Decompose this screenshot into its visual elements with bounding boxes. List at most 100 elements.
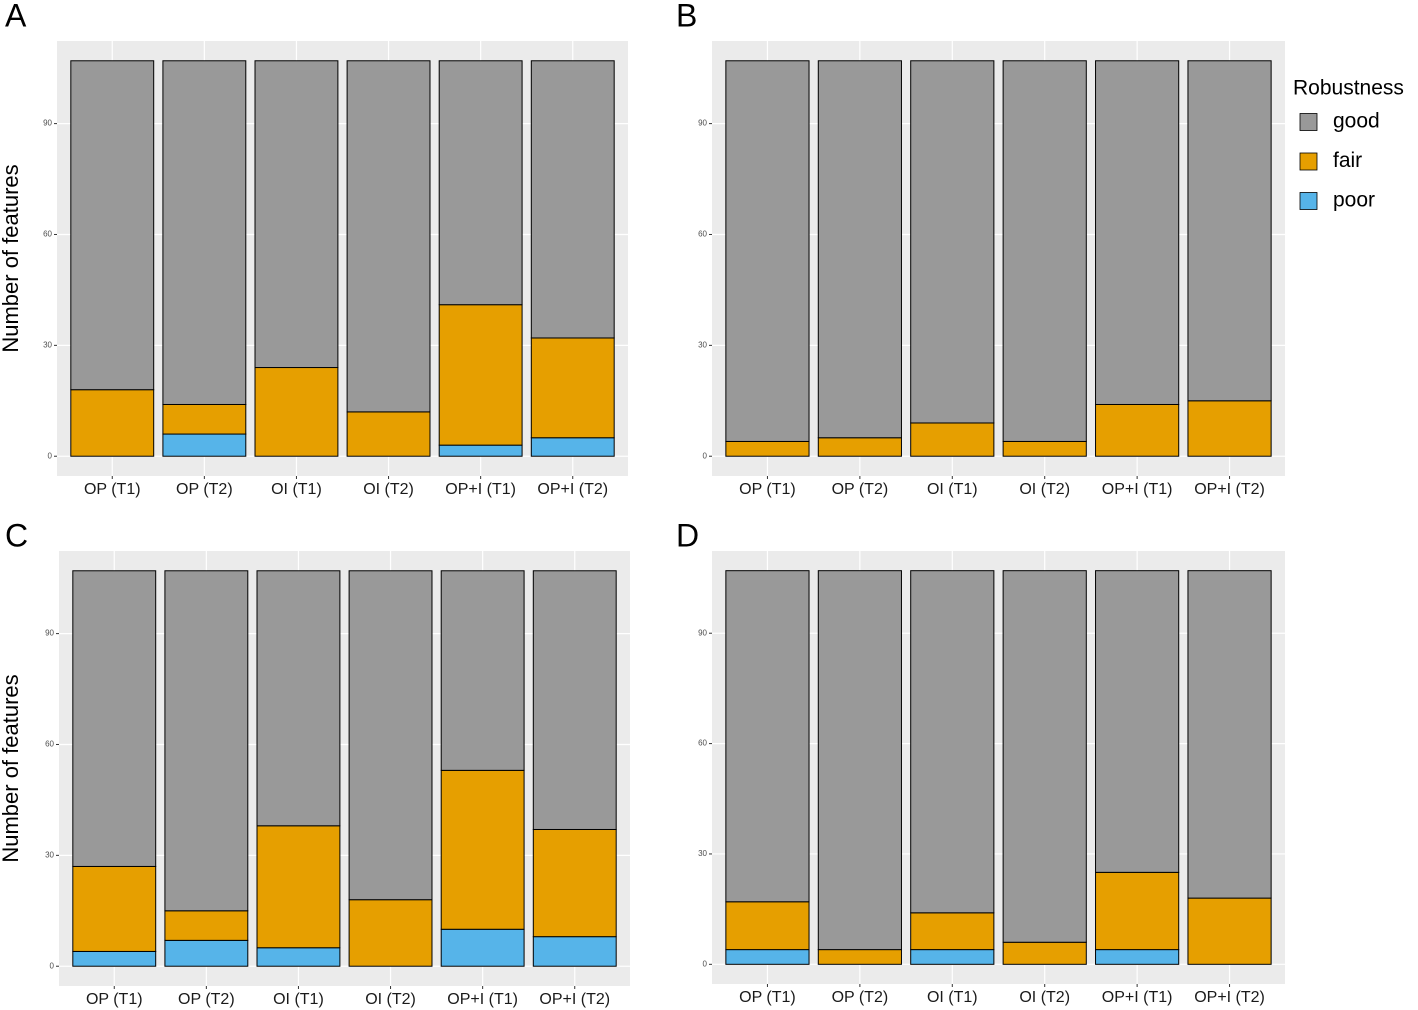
- bar-segment: [162, 433, 247, 457]
- panel-letter: B: [676, 0, 697, 33]
- y-tick-label: 0: [50, 961, 55, 970]
- y-tick-label: 90: [698, 119, 707, 128]
- bar-segment: [440, 928, 525, 967]
- bar-segment: [532, 828, 617, 938]
- bar-segment: [1187, 570, 1272, 899]
- x-tick-label: OI (T1): [927, 481, 978, 498]
- y-tick-label: 0: [48, 451, 53, 460]
- bar-segment: [532, 570, 617, 830]
- y-tick-label: 60: [45, 740, 54, 749]
- y-axis-label: Number of features: [0, 674, 23, 862]
- y-tick-label: 30: [698, 340, 707, 349]
- legend-title: Robustness: [1293, 77, 1404, 100]
- panel-letter: A: [5, 0, 27, 33]
- x-tick-label: OP (T1): [739, 481, 796, 498]
- x-tick-label: OP (T1): [739, 989, 796, 1006]
- bar-segment: [348, 899, 433, 967]
- bar-segment: [256, 825, 341, 949]
- y-tick-label: 90: [698, 628, 707, 637]
- bar-segment: [256, 947, 341, 967]
- bar-segment: [725, 440, 810, 457]
- bar-segment: [910, 422, 995, 457]
- legend-key: [1299, 113, 1318, 131]
- y-tick-label: 60: [43, 230, 52, 239]
- x-tick-label: OP (T2): [178, 991, 235, 1008]
- y-tick-label: 90: [43, 119, 52, 128]
- bar-segment: [817, 570, 902, 951]
- bar-segment: [72, 950, 157, 967]
- legend-key: [1299, 152, 1318, 171]
- bar-segment: [725, 570, 810, 903]
- legend-label: fair: [1333, 149, 1362, 172]
- bar-segment: [725, 901, 810, 951]
- bar-segment: [440, 769, 525, 930]
- x-tick-label: OP (T1): [84, 481, 141, 498]
- y-tick-label: 60: [698, 230, 707, 239]
- bar-segment: [164, 939, 249, 967]
- bar-segment: [438, 444, 523, 457]
- x-tick-label: OP+I (T2): [1194, 481, 1265, 498]
- x-tick-label: OI (T1): [273, 991, 324, 1008]
- bar-segment: [438, 60, 523, 306]
- bar-segment: [72, 570, 157, 867]
- bar-segment: [1095, 871, 1180, 951]
- x-tick-label: OI (T1): [271, 481, 322, 498]
- y-tick-label: 0: [703, 451, 708, 460]
- x-tick-label: OP (T2): [176, 481, 233, 498]
- bar-segment: [256, 570, 341, 827]
- bar-segment: [1002, 941, 1087, 965]
- bar-segment: [725, 60, 810, 442]
- bar-segment: [346, 411, 431, 457]
- x-tick-label: OP+I (T1): [445, 481, 516, 498]
- x-tick-label: OP+I (T1): [1102, 989, 1173, 1006]
- y-tick-label: 60: [698, 739, 707, 748]
- x-tick-label: OI (T2): [363, 481, 414, 498]
- bar-segment: [1002, 570, 1087, 943]
- bar-segment: [164, 570, 249, 912]
- x-tick-label: OP+I (T2): [1194, 989, 1265, 1006]
- bar-segment: [817, 437, 902, 457]
- bar-segment: [1002, 60, 1087, 442]
- bar-segment: [910, 912, 995, 951]
- panel-letter: D: [676, 517, 699, 553]
- bar-segment: [440, 570, 525, 771]
- bar-segment: [530, 60, 615, 339]
- bar-segment: [1187, 400, 1272, 457]
- bar-segment: [70, 389, 155, 457]
- bar-segment: [910, 570, 995, 914]
- bar-segment: [162, 60, 247, 405]
- bar-segment: [254, 60, 339, 369]
- bar-segment: [254, 367, 339, 457]
- x-tick-label: OI (T2): [1019, 481, 1070, 498]
- x-tick-label: OP+I (T1): [447, 991, 518, 1008]
- bar-segment: [70, 60, 155, 391]
- bar-segment: [346, 60, 431, 413]
- x-tick-label: OI (T2): [1019, 989, 1070, 1006]
- bar-segment: [164, 910, 249, 941]
- legend-label: poor: [1333, 189, 1375, 212]
- x-tick-label: OI (T1): [927, 989, 978, 1006]
- bar-segment: [532, 936, 617, 967]
- y-tick-label: 0: [703, 959, 708, 968]
- bar-segment: [348, 570, 433, 901]
- legend-key: [1299, 192, 1318, 210]
- x-tick-label: OP+I (T2): [539, 991, 610, 1008]
- x-tick-label: OP (T2): [832, 989, 889, 1006]
- bar-segment: [72, 865, 157, 952]
- bar-segment: [910, 949, 995, 965]
- x-tick-label: OP (T2): [832, 481, 889, 498]
- bar-segment: [817, 949, 902, 965]
- bar-segment: [910, 60, 995, 424]
- bar-segment: [1187, 897, 1272, 965]
- legend-label: good: [1333, 110, 1380, 133]
- bar-segment: [1187, 60, 1272, 402]
- x-tick-label: OP+I (T2): [537, 481, 608, 498]
- panel-letter: C: [5, 517, 28, 553]
- x-tick-label: OP (T1): [86, 991, 143, 1008]
- y-tick-label: 30: [45, 850, 54, 859]
- bar-segment: [725, 949, 810, 965]
- bar-segment: [530, 337, 615, 439]
- x-tick-label: OI (T2): [365, 991, 416, 1008]
- bar-segment: [1095, 570, 1180, 873]
